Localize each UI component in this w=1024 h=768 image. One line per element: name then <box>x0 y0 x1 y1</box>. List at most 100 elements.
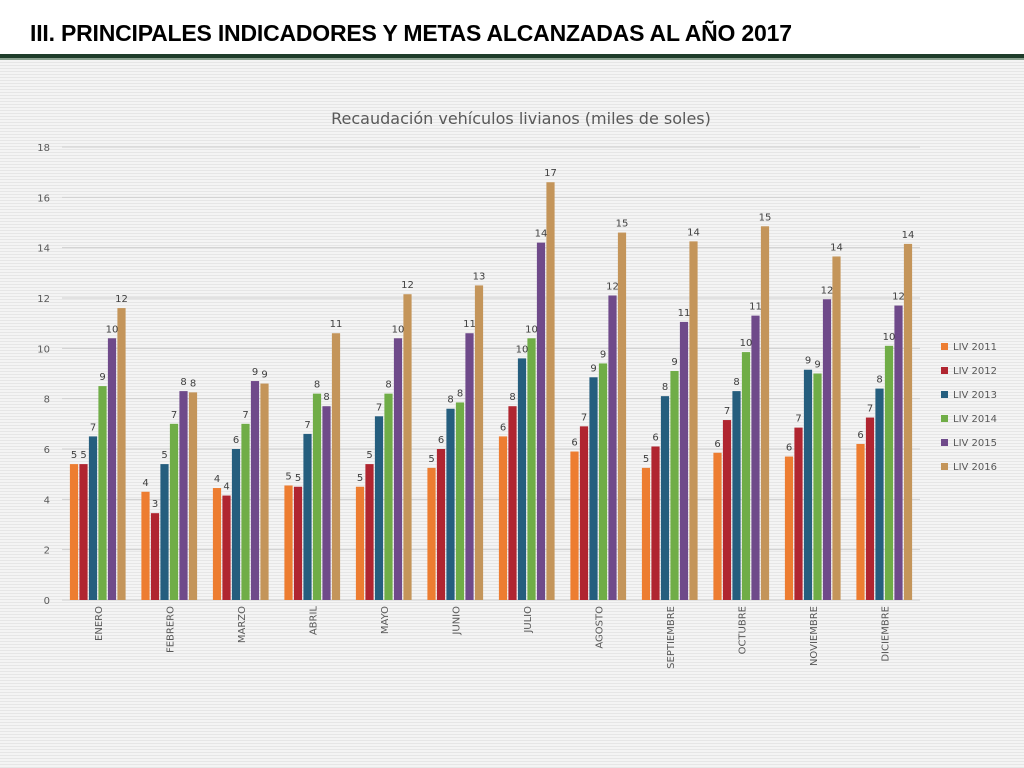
data-label: 7 <box>867 404 873 415</box>
x-tick-label: ABRIL <box>308 606 319 636</box>
data-label: 17 <box>544 168 557 179</box>
bar <box>803 369 813 600</box>
bar <box>679 321 689 600</box>
bar <box>884 345 894 600</box>
bar <box>865 417 875 600</box>
bar <box>250 381 260 600</box>
bar <box>589 377 598 600</box>
bar <box>822 299 832 600</box>
data-label: 7 <box>171 410 177 421</box>
bar <box>312 393 322 600</box>
data-label: 8 <box>733 377 739 388</box>
data-label: 7 <box>304 420 310 431</box>
data-label: 5 <box>643 454 649 465</box>
chart-grid <box>62 146 920 601</box>
bar <box>222 495 231 600</box>
bar <box>384 393 393 600</box>
bar <box>498 436 508 600</box>
legend-swatch <box>941 367 948 374</box>
data-label: 4 <box>214 474 220 485</box>
y-tick-label: 14 <box>37 244 50 255</box>
data-label: 9 <box>252 367 258 378</box>
data-label: 12 <box>115 294 128 305</box>
y-axis: 0 2 4 6 8 10 12 14 16 18 <box>37 143 50 607</box>
bar <box>894 305 903 600</box>
data-label: 10 <box>525 324 538 335</box>
legend-label: LIV 2015 <box>953 438 997 449</box>
data-label: 11 <box>330 319 343 330</box>
bar <box>188 392 198 600</box>
bar <box>741 352 751 600</box>
data-label: 9 <box>671 357 677 368</box>
bar <box>365 464 374 600</box>
data-label: 8 <box>314 380 320 391</box>
bar <box>536 242 546 600</box>
x-tick-label: AGOSTO <box>594 606 605 649</box>
bar <box>403 294 412 600</box>
x-tick-label: JUNIO <box>451 606 462 636</box>
header-rule-accent <box>0 58 1024 60</box>
bar <box>598 363 608 600</box>
bar <box>608 295 617 600</box>
data-label: 9 <box>805 356 811 367</box>
data-label: 7 <box>242 410 248 421</box>
data-label: 5 <box>71 450 77 461</box>
data-label: 6 <box>233 435 239 446</box>
legend-swatch <box>941 463 948 470</box>
legend-label: LIV 2014 <box>953 414 997 425</box>
y-tick-label: 6 <box>44 445 50 456</box>
data-label: 7 <box>90 422 96 433</box>
data-label: 10 <box>516 344 529 355</box>
bar <box>641 467 651 600</box>
x-axis: ENERO FEBRERO MARZO ABRIL MAYO JUNIO JULIO AGOS… <box>94 606 892 669</box>
bar <box>660 396 670 600</box>
legend-swatch <box>941 391 948 398</box>
bar <box>231 449 241 600</box>
bar <box>427 467 436 600</box>
bar <box>355 486 365 600</box>
bar <box>322 406 331 600</box>
legend-label: LIV 2012 <box>953 366 997 377</box>
data-label: 12 <box>606 281 619 292</box>
bar <box>260 383 269 600</box>
data-label: 5 <box>161 450 167 461</box>
data-label: 12 <box>401 280 414 291</box>
data-label: 8 <box>876 375 882 386</box>
data-label: 6 <box>714 439 720 450</box>
slide-header: III. PRINCIPALES INDICADORES Y METAS ALC… <box>0 0 1024 56</box>
bar <box>455 402 465 600</box>
data-label: 5 <box>428 454 434 465</box>
x-tick-label: MARZO <box>237 606 248 643</box>
bar <box>69 464 79 600</box>
y-tick-label: 12 <box>37 294 50 305</box>
data-label: 6 <box>786 443 792 454</box>
data-label: 7 <box>724 406 730 417</box>
data-label: 5 <box>295 473 301 484</box>
bar <box>98 386 107 600</box>
bar <box>179 391 188 600</box>
bar <box>670 370 679 600</box>
data-label: 4 <box>142 478 148 489</box>
data-label: 7 <box>376 402 382 413</box>
x-tick-label: NOVIEMBRE <box>809 606 820 666</box>
bar <box>160 464 169 600</box>
data-label: 8 <box>457 388 463 399</box>
data-label: 6 <box>500 422 506 433</box>
header-rule <box>0 54 1024 58</box>
x-tick-label: JULIO <box>523 606 534 634</box>
bar <box>393 338 403 600</box>
bar <box>903 243 913 600</box>
x-tick-label: ENERO <box>94 606 105 641</box>
data-label: 8 <box>509 392 515 403</box>
bar <box>293 486 303 600</box>
y-tick-label: 8 <box>44 395 50 406</box>
legend-swatch <box>941 415 948 422</box>
data-label: 14 <box>902 230 915 241</box>
data-label: 10 <box>106 324 119 335</box>
data-label: 14 <box>535 229 548 240</box>
bar <box>241 423 250 600</box>
data-label: 4 <box>223 482 229 493</box>
data-label: 6 <box>571 438 577 449</box>
x-tick-label: OCTUBRE <box>737 606 748 654</box>
